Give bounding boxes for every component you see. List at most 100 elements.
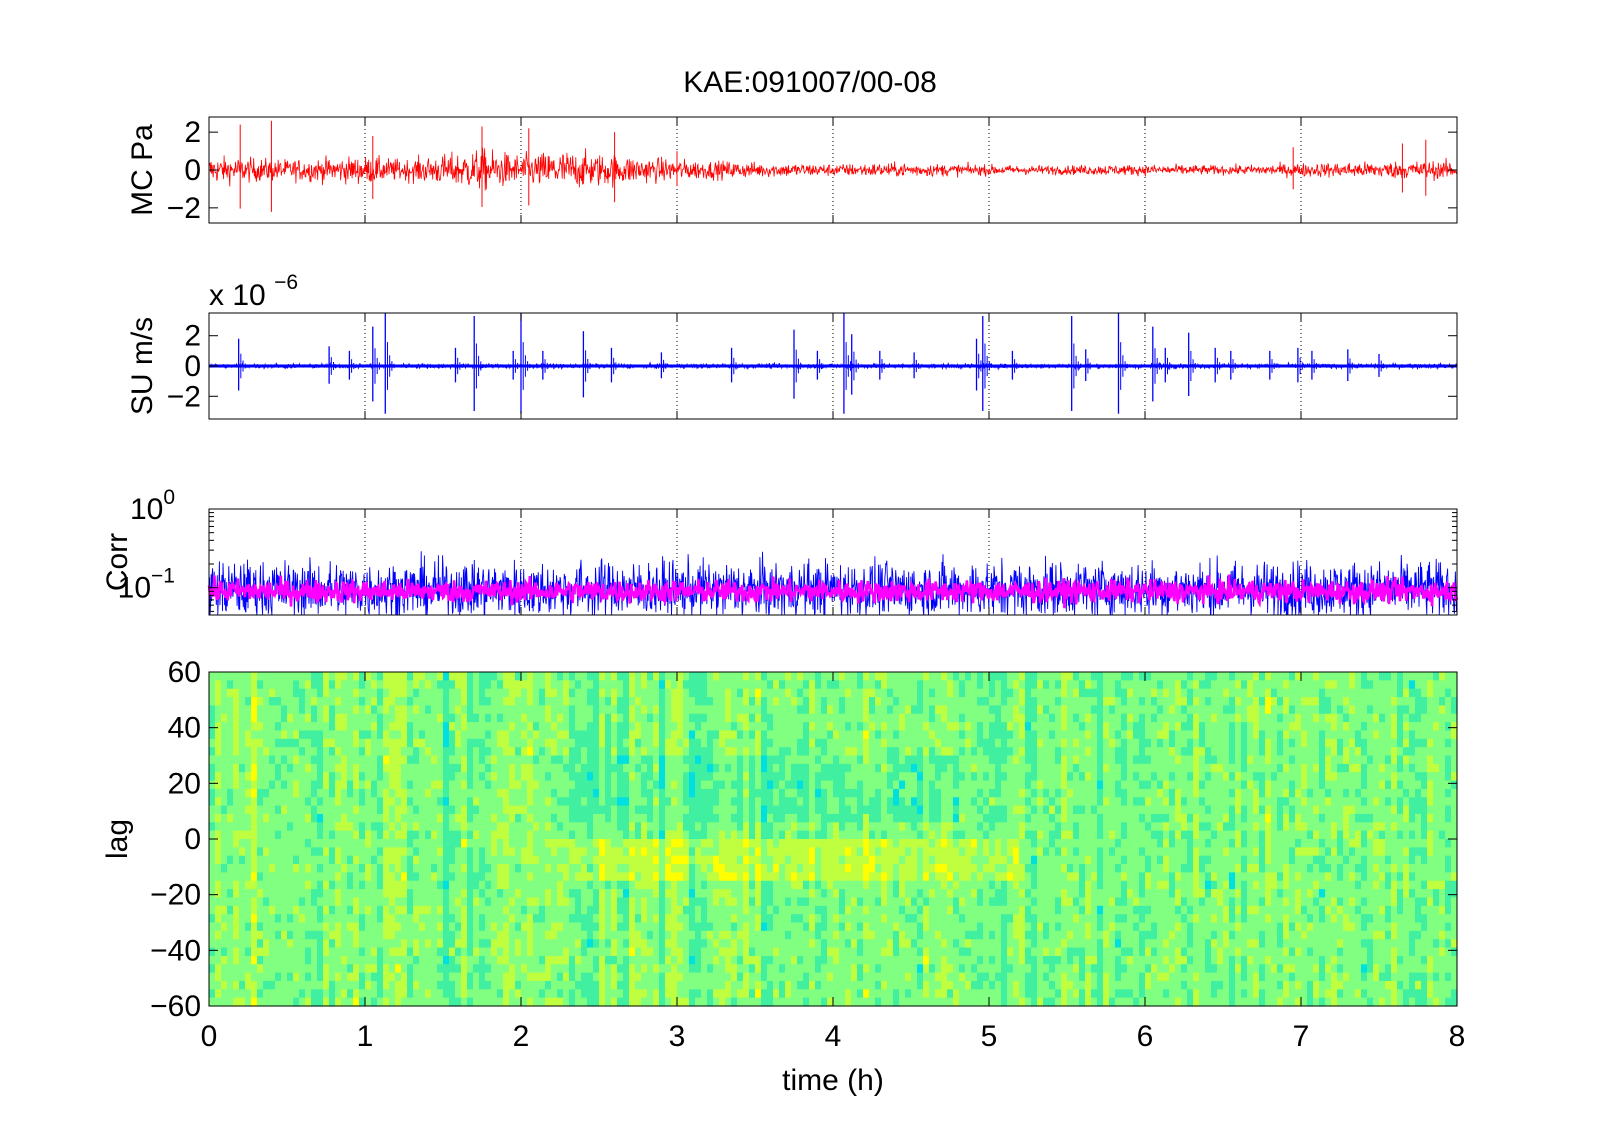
heatmap-cell [629, 688, 636, 698]
heatmap-cell [551, 864, 558, 873]
heatmap-cell [425, 738, 432, 748]
heatmap-cell [221, 922, 228, 932]
heatmap-cell [779, 797, 786, 807]
heatmap-cell [359, 697, 366, 706]
heatmap-cell [527, 705, 534, 715]
heatmap-cell [893, 864, 900, 873]
heatmap-cell [569, 822, 576, 832]
heatmap-cell [875, 972, 882, 982]
heatmap-cell [311, 880, 318, 890]
heatmap-cell [305, 847, 312, 857]
heatmap-cell [731, 989, 738, 999]
heatmap-cell [689, 813, 696, 823]
heatmap-cell [221, 722, 228, 732]
heatmap-cell [725, 763, 732, 773]
heatmap-cell [413, 730, 420, 740]
heatmap-cell [485, 797, 492, 807]
heatmap-cell [293, 772, 300, 782]
heatmap-cell [293, 989, 300, 999]
heatmap-cell [521, 772, 528, 782]
heatmap-cell [713, 880, 720, 890]
heatmap-cell [845, 989, 852, 999]
heatmap-cell [875, 730, 882, 740]
heatmap-cell [749, 747, 756, 757]
heatmap-cell [365, 847, 372, 857]
heatmap-cell [827, 813, 834, 823]
heatmap-cell [875, 905, 882, 915]
heatmap-cell [773, 722, 780, 732]
heatmap-cell [851, 830, 858, 840]
heatmap-cell [701, 772, 708, 782]
heatmap-cell [245, 930, 252, 940]
heatmap-cell [269, 847, 276, 857]
heatmap-cell [887, 780, 894, 790]
heatmap-cell [305, 763, 312, 773]
heatmap-cell [335, 997, 342, 1007]
heatmap-cell [287, 897, 294, 907]
heatmap-cell [413, 897, 420, 907]
heatmap-cell [401, 730, 408, 740]
heatmap-cell [677, 738, 684, 748]
heatmap-cell [539, 872, 546, 882]
heatmap-cell [815, 955, 822, 965]
heatmap-cell [695, 788, 702, 798]
heatmap-cell [809, 947, 816, 957]
heatmap-cell [299, 847, 306, 857]
heatmap-cell [377, 905, 384, 915]
heatmap-cell [221, 738, 228, 748]
heatmap-cell [563, 763, 570, 773]
heatmap-cell [803, 738, 810, 748]
heatmap-cell [893, 705, 900, 715]
heatmap-cell [323, 897, 330, 907]
heatmap-cell [365, 747, 372, 757]
heatmap-cell [647, 713, 654, 723]
heatmap-cell [701, 889, 708, 899]
heatmap-cell [779, 697, 786, 706]
heatmap-cell [629, 905, 636, 915]
heatmap-cell [401, 672, 408, 681]
heatmap-cell [683, 872, 690, 882]
heatmap-cell [287, 805, 294, 815]
heatmap-cell [809, 697, 816, 706]
heatmap-cell [251, 697, 258, 706]
heatmap-cell [773, 772, 780, 782]
heatmap-cell [761, 697, 768, 706]
heatmap-cell [299, 688, 306, 698]
heatmap-cell [317, 930, 324, 940]
heatmap-cell [227, 964, 234, 974]
heatmap-cell [569, 797, 576, 807]
heatmap-cell [557, 780, 564, 790]
heatmap-cell [227, 864, 234, 873]
heatmap-cell [707, 997, 714, 1007]
heatmap-cell [311, 780, 318, 790]
heatmap-cell [821, 805, 828, 815]
heatmap-cell [209, 680, 216, 690]
heatmap-cell [731, 872, 738, 882]
heatmap-cell [521, 847, 528, 857]
heatmap-cell [437, 805, 444, 815]
heatmap-cell [281, 930, 288, 940]
heatmap-cell [491, 880, 498, 890]
heatmap-cell [317, 897, 324, 907]
heatmap-cell [245, 972, 252, 982]
heatmap-cell [899, 930, 906, 940]
heatmap-cell [827, 947, 834, 957]
heatmap-cell [761, 813, 768, 823]
heatmap-cell [407, 672, 414, 681]
heatmap-cell [797, 722, 804, 732]
heatmap-cell [557, 763, 564, 773]
heatmap-cell [665, 922, 672, 932]
heatmap-cell [653, 872, 660, 882]
heatmap-cell [335, 964, 342, 974]
heatmap-cell [683, 713, 690, 723]
heatmap-cell [557, 914, 564, 924]
heatmap-cell [725, 830, 732, 840]
heatmap-cell [233, 805, 240, 815]
heatmap-cell [479, 847, 486, 857]
heatmap-cell [587, 897, 594, 907]
heatmap-cell [347, 930, 354, 940]
heatmap-cell [419, 847, 426, 857]
heatmap-cell [821, 839, 828, 848]
heatmap-cell [443, 897, 450, 907]
heatmap-cell [431, 697, 438, 706]
